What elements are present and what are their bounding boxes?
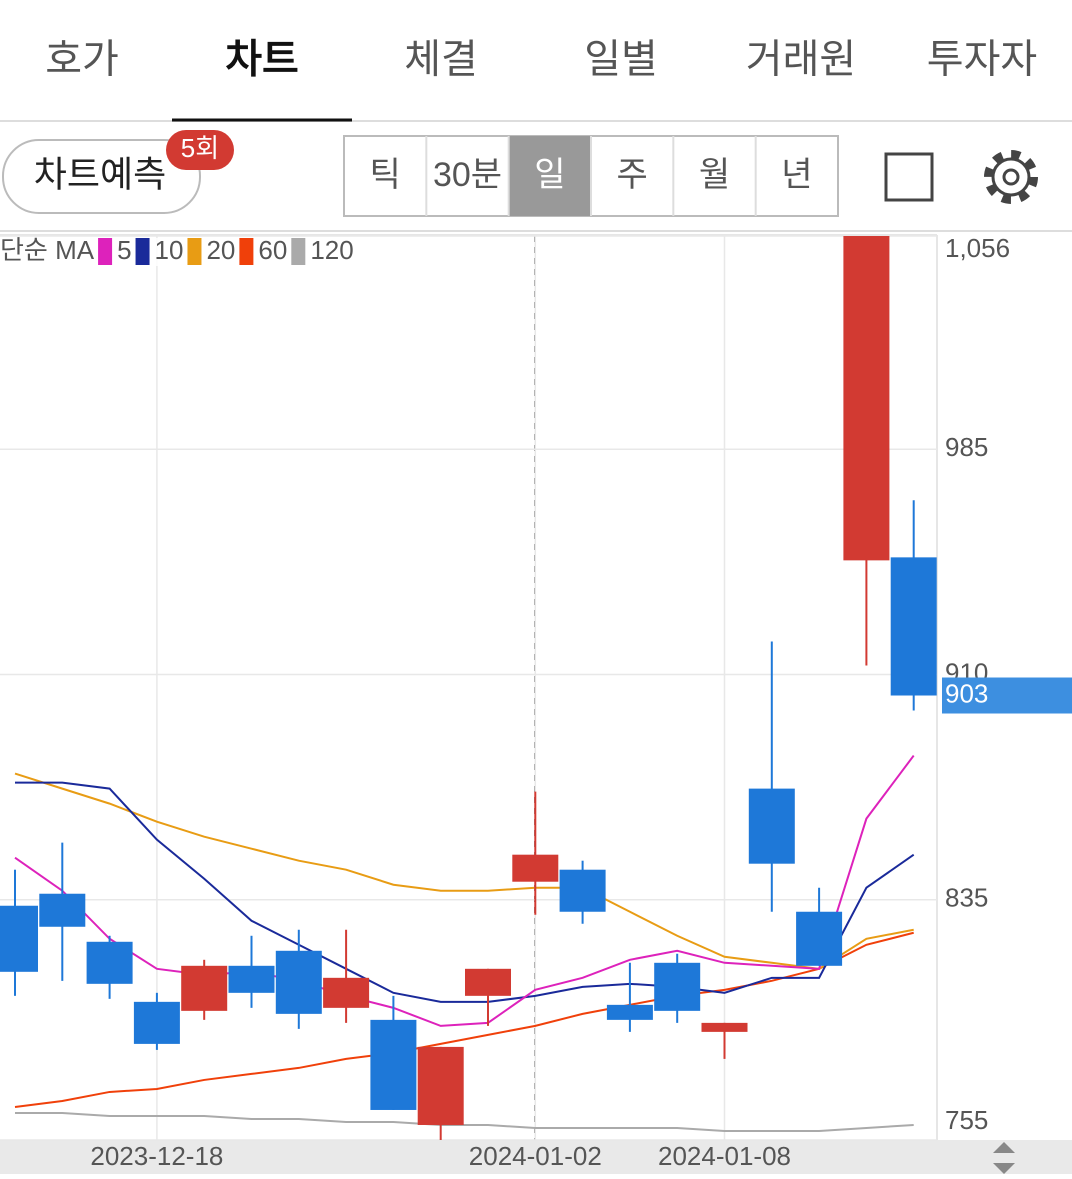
predict-button-label: 차트예측 (34, 154, 166, 195)
y-tick-label: 755 (945, 1105, 988, 1135)
candle-body (606, 1004, 653, 1020)
legend-label: 5 (117, 235, 131, 265)
legend-bg (0, 238, 372, 266)
legend-label: 20 (206, 235, 235, 265)
predict-button-frame (2, 139, 201, 214)
predict-button[interactable]: 차트예측 5회 (2, 130, 234, 214)
candle-body (370, 1019, 417, 1110)
tab[interactable]: 호가 (45, 38, 119, 82)
moving-average-line (14, 754, 915, 1027)
candle-body (654, 962, 701, 1011)
period-button[interactable]: 주 (617, 156, 648, 194)
period-active-bg (508, 136, 591, 216)
last-price-label: 903 (945, 678, 988, 708)
square-icon[interactable] (884, 152, 934, 202)
period-button[interactable]: 30분 (433, 156, 502, 194)
x-tick-label: 2024-01-08 (658, 1141, 791, 1171)
predict-badge-bg (166, 130, 234, 170)
legend-swatch (98, 238, 113, 265)
candle-body (228, 965, 275, 993)
candle-body (181, 965, 228, 1011)
candle-body (559, 869, 606, 912)
candle-body (748, 788, 795, 864)
period-button[interactable]: 월 (699, 156, 730, 194)
legend-label: 120 (310, 235, 353, 265)
moving-average-line (14, 772, 914, 970)
tab[interactable]: 일별 (584, 38, 658, 82)
gear-body (991, 157, 1031, 197)
candle-body (86, 941, 133, 984)
moving-average-line (15, 1111, 914, 1132)
legend-label: 60 (258, 235, 287, 265)
legend-title: 단순 MA (0, 235, 95, 265)
period-button[interactable]: 틱 (370, 156, 401, 194)
candle-body (133, 1001, 180, 1044)
legend-swatch (239, 238, 254, 265)
tab[interactable]: 거래원 (746, 38, 856, 82)
gear-teeth (984, 150, 1038, 204)
candle-body (890, 557, 937, 696)
x-tick-label: 2023-12-18 (90, 1141, 223, 1171)
candle-body (275, 950, 322, 1014)
legend-swatch (187, 238, 202, 265)
candle-body (465, 968, 511, 996)
candle-body (701, 1022, 748, 1032)
y-tick-label: 835 (945, 883, 988, 913)
candle-body (512, 854, 559, 882)
moving-average-line (15, 781, 915, 1003)
legend-label: 10 (155, 235, 184, 265)
legend-swatch (291, 238, 306, 265)
legend-swatch (135, 238, 150, 265)
candle-body (323, 977, 370, 1008)
period-button[interactable]: 일 (534, 156, 565, 194)
settings-icon[interactable] (984, 150, 1038, 204)
predict-badge: 5회 (181, 133, 219, 163)
last-price-tag (942, 677, 1072, 714)
moving-average-line (14, 931, 914, 1108)
y-tick-label: 1,056 (945, 233, 1010, 263)
candle-body (417, 1046, 464, 1125)
x-tick-label: 2024-01-02 (469, 1141, 602, 1171)
candle-body (796, 911, 843, 966)
y-tick-label: 985 (945, 432, 988, 462)
candle-body (39, 893, 86, 927)
candle-body (843, 236, 890, 561)
gear-hole (1002, 168, 1020, 186)
date-axis-bg (0, 1140, 1072, 1174)
candle-body (0, 905, 38, 972)
tab[interactable]: 차트 (225, 38, 299, 82)
tab[interactable]: 체결 (404, 38, 478, 82)
scroll-arrows[interactable] (993, 1142, 1015, 1174)
period-button[interactable]: 년 (781, 156, 812, 194)
tab[interactable]: 투자자 (927, 38, 1037, 82)
